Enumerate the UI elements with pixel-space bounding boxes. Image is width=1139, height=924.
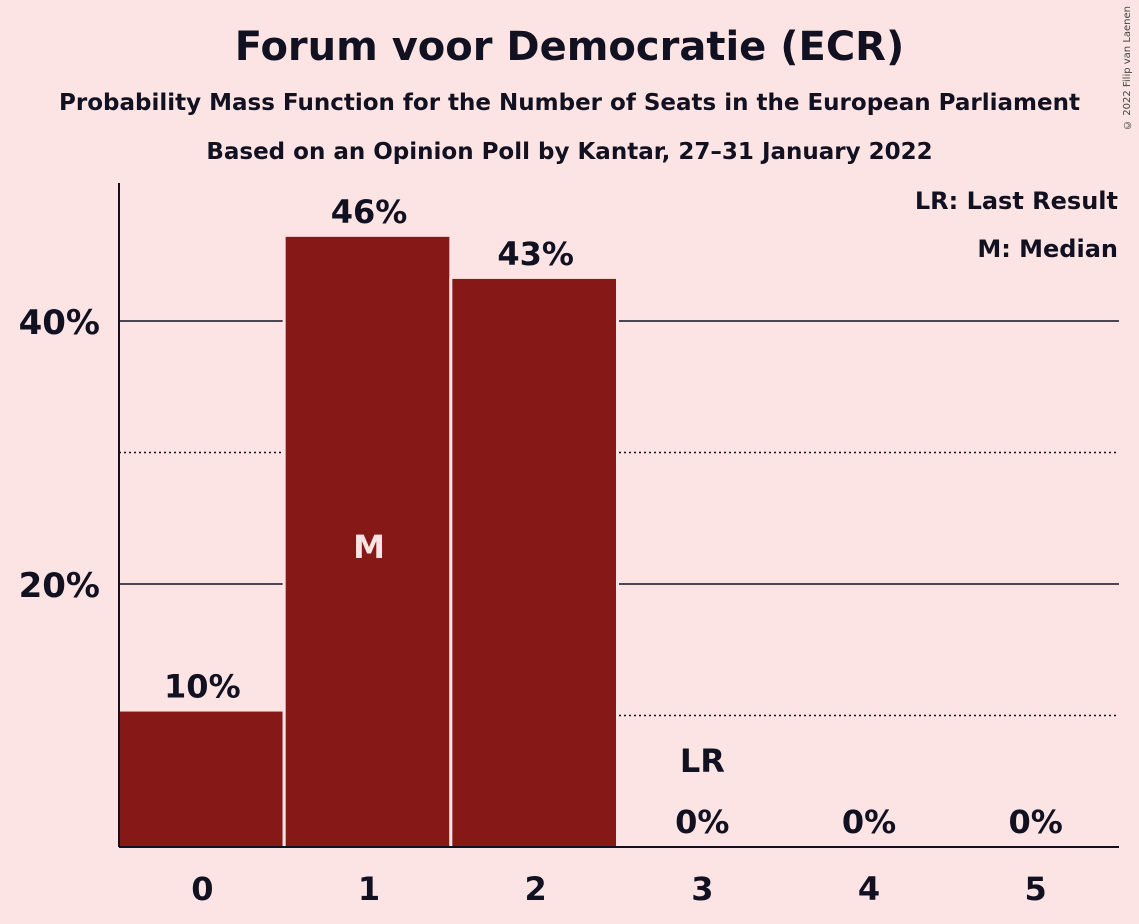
data-label: 46% — [331, 193, 408, 231]
data-label: 0% — [842, 803, 896, 841]
y-tick-label: 40% — [19, 303, 100, 343]
data-label: 0% — [675, 803, 729, 841]
x-tick-label: 1 — [358, 870, 380, 908]
x-tick-label: 2 — [525, 870, 547, 908]
bar — [119, 711, 283, 847]
x-tick-label: 3 — [691, 870, 713, 908]
data-label: 0% — [1009, 803, 1063, 841]
bar — [285, 236, 450, 848]
chart-title: Forum voor Democratie (ECR) — [234, 24, 905, 70]
legend-item: LR: Last Result — [915, 187, 1118, 215]
last-result-marker: LR — [680, 742, 725, 780]
data-label: 43% — [497, 235, 574, 273]
y-tick-label: 20% — [19, 566, 100, 606]
chart-subtitle: Probability Mass Function for the Number… — [59, 90, 1080, 116]
chart-subtitle-source: Based on an Opinion Poll by Kantar, 27–3… — [206, 139, 933, 165]
x-tick-label: 4 — [858, 870, 880, 908]
legend-item: M: Median — [977, 235, 1118, 263]
x-tick-label: 5 — [1025, 870, 1047, 908]
bar — [452, 278, 616, 847]
x-tick-label: 0 — [191, 870, 213, 908]
median-marker: M — [353, 528, 385, 566]
data-label: 10% — [164, 668, 241, 706]
